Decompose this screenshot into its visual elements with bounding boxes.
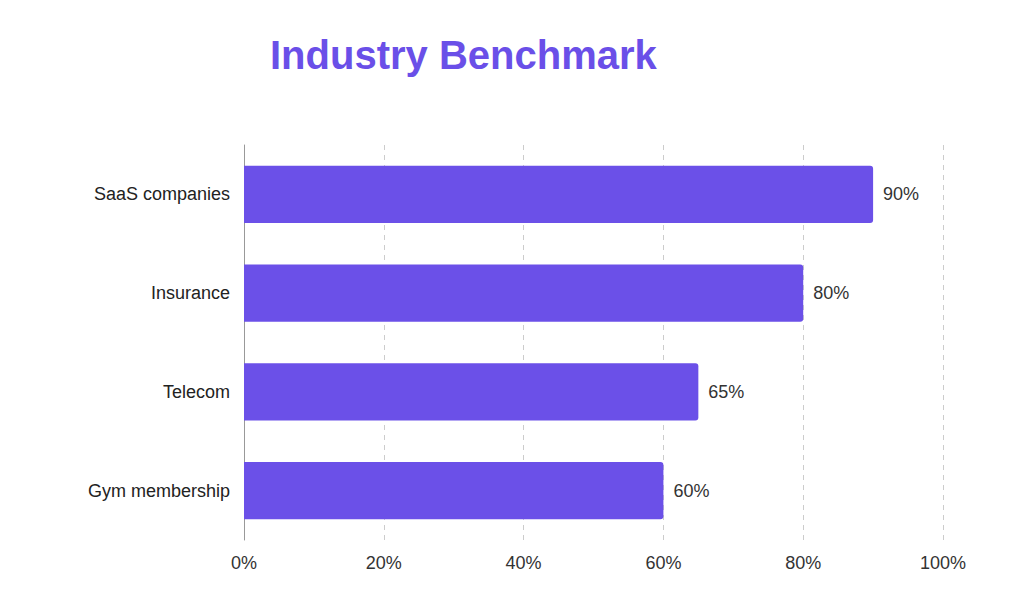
svg-text:40%: 40% (506, 553, 542, 573)
svg-text:100%: 100% (920, 553, 966, 573)
svg-text:60%: 60% (673, 481, 709, 501)
svg-text:90%: 90% (883, 184, 919, 204)
svg-text:Gym membership: Gym membership (88, 481, 230, 501)
svg-text:20%: 20% (366, 553, 402, 573)
svg-text:80%: 80% (813, 283, 849, 303)
svg-text:Telecom: Telecom (163, 382, 230, 402)
svg-text:0%: 0% (231, 553, 257, 573)
svg-text:Insurance: Insurance (151, 283, 230, 303)
svg-text:60%: 60% (645, 553, 681, 573)
svg-text:SaaS companies: SaaS companies (94, 184, 230, 204)
svg-text:80%: 80% (785, 553, 821, 573)
svg-text:Industry Benchmark: Industry Benchmark (270, 33, 658, 77)
svg-text:65%: 65% (708, 382, 744, 402)
